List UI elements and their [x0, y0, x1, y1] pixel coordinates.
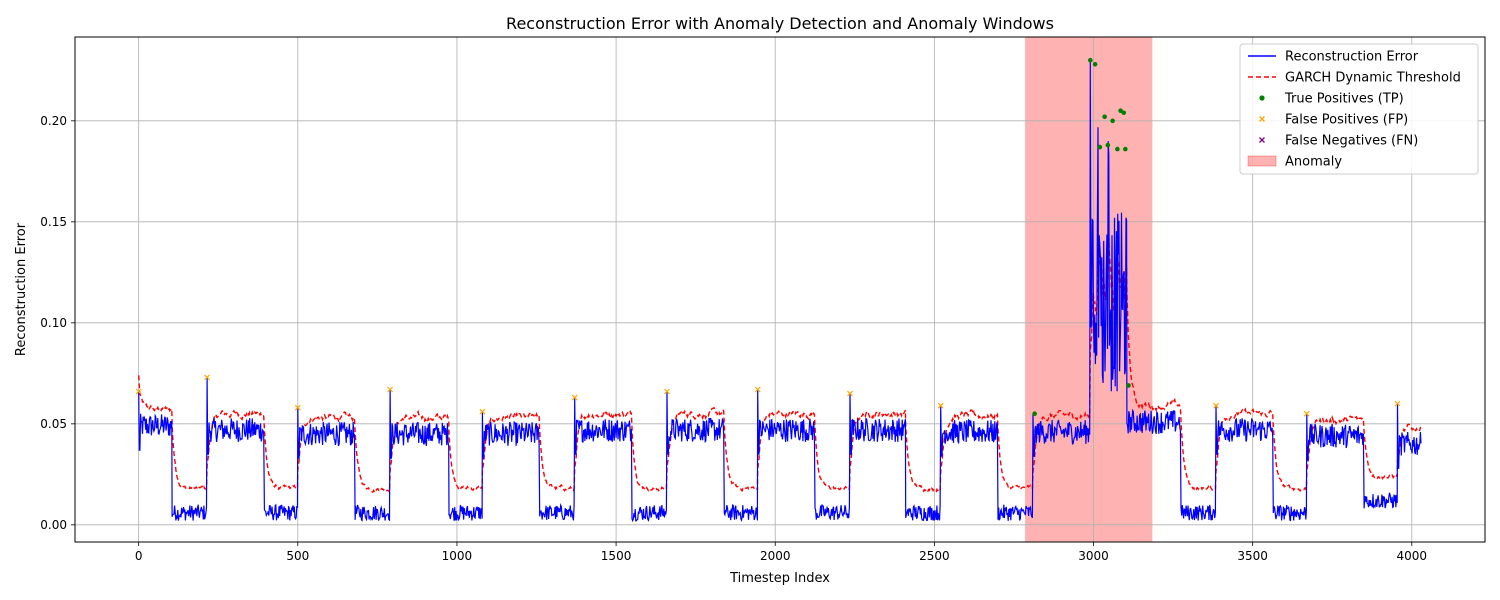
- x-tick-label: 1000: [442, 549, 473, 563]
- fp-marker: [294, 404, 301, 411]
- tp-marker: [1097, 144, 1103, 150]
- legend-label: Reconstruction Error: [1285, 50, 1419, 65]
- threshold-line-layer: [138, 237, 1422, 495]
- legend-swatch-x: [1259, 137, 1265, 143]
- legend-label: False Positives (FP): [1285, 113, 1408, 128]
- fp-marker: [1303, 410, 1310, 417]
- legend: Reconstruction Error GARCH Dynamic Thresh…: [1239, 43, 1479, 175]
- fp-marker: [571, 394, 578, 401]
- tp-marker: [1032, 411, 1037, 417]
- tp-marker: [1121, 110, 1127, 116]
- legend-swatch-dot: [1259, 95, 1265, 101]
- fp-marker: [937, 402, 944, 409]
- y-tick-label: 0.00: [40, 518, 67, 532]
- x-tick-label: 0: [135, 549, 143, 563]
- reconstruction-error-line: [138, 60, 1422, 523]
- tp-marker: [1126, 383, 1131, 388]
- tp-marker: [1088, 57, 1093, 63]
- fp-marker: [204, 374, 211, 381]
- y-tick-label: 0.10: [40, 316, 67, 330]
- x-tick-label: 4000: [1397, 549, 1428, 563]
- legend-swatch-patch: [1247, 155, 1277, 167]
- x-tick-label: 1500: [601, 549, 632, 563]
- x-tick-label: 3000: [1078, 549, 1109, 563]
- x-tick-label: 2000: [760, 549, 791, 563]
- anomaly-window-layer: [1025, 37, 1153, 542]
- y-tick-label: 0.20: [40, 114, 67, 128]
- fp-marker: [754, 386, 761, 393]
- tp-marker: [1105, 142, 1111, 148]
- fp-marker: [847, 390, 853, 397]
- legend-box: [1239, 43, 1479, 175]
- y-tick-label: 0.05: [40, 417, 67, 431]
- fp-marker: [479, 408, 486, 415]
- fp-marker: [1394, 400, 1401, 407]
- tp-marker: [1123, 146, 1128, 152]
- fp-marker: [664, 388, 670, 395]
- tp-marker: [1115, 146, 1120, 152]
- legend-label: GARCH Dynamic Threshold: [1285, 71, 1461, 86]
- x-tick-label: 2500: [919, 549, 950, 563]
- plot-area: [74, 36, 1486, 543]
- threshold-line: [138, 237, 1422, 495]
- y-axis-ticks: 0.00 0.05 0.10 0.15 0.20: [40, 114, 75, 532]
- tp-marker: [1102, 114, 1107, 120]
- anomaly-window: [1025, 37, 1153, 542]
- x-axis-ticks: 0 500 1000 1500 2000 2500 3000 3500 4000: [135, 542, 1427, 563]
- fp-marker: [1213, 402, 1219, 409]
- chart-title: Reconstruction Error with Anomaly Detect…: [506, 14, 1054, 33]
- reconstruction-error-layer: [138, 60, 1422, 523]
- x-axis-title: Timestep Index: [729, 571, 830, 586]
- fp-marker: [135, 388, 142, 395]
- legend-label: Anomaly: [1285, 155, 1342, 170]
- legend-label: False Negatives (FN): [1285, 134, 1418, 149]
- tp-marker: [1110, 118, 1115, 124]
- x-tick-label: 3500: [1237, 549, 1268, 563]
- plot-frame: [74, 36, 1486, 543]
- marker-layer: [135, 57, 1401, 417]
- legend-label: True Positives (TP): [1284, 92, 1404, 107]
- tp-marker: [1092, 61, 1098, 67]
- y-axis-title: Reconstruction Error: [14, 222, 29, 356]
- fp-marker: [387, 386, 394, 393]
- y-tick-label: 0.15: [40, 215, 67, 229]
- legend-swatch-x: [1259, 116, 1265, 122]
- x-tick-label: 500: [286, 549, 309, 563]
